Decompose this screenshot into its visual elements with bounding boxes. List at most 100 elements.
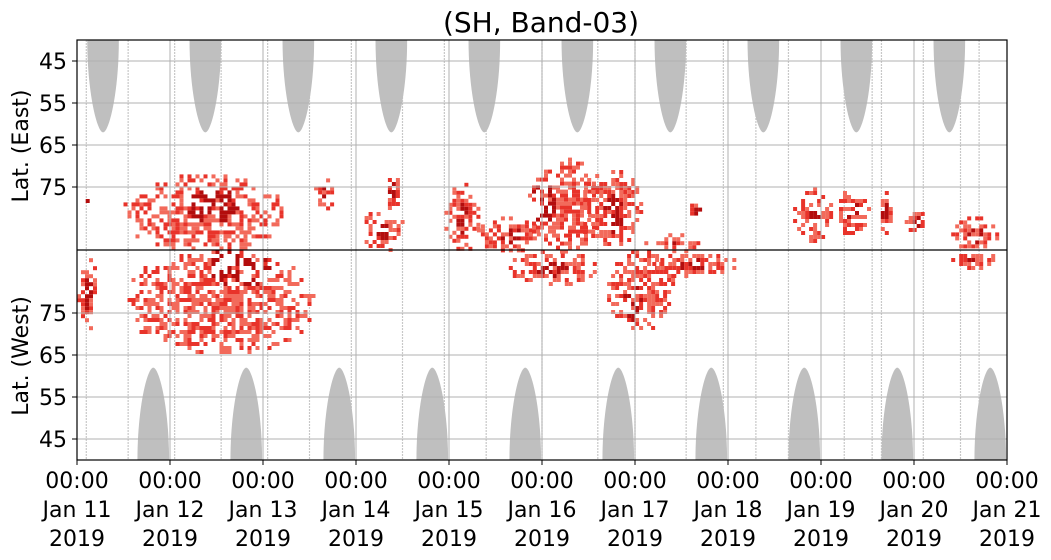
activity-cell [468,210,473,215]
activity-cell [825,207,830,211]
activity-cell [187,290,192,294]
activity-cell [476,222,481,227]
activity-cell [607,190,612,194]
activity-cell [556,197,560,202]
activity-cell [967,232,972,237]
activity-cell [175,226,180,231]
activity-cell [560,169,564,174]
activity-cell [85,286,89,291]
activity-cell [611,202,616,206]
activity-cell [171,322,176,326]
activity-cell [716,254,721,258]
activity-cell [809,235,814,239]
activity-cell [151,222,156,227]
activity-cell [528,228,533,233]
activity-cell [659,278,664,282]
activity-cell [223,234,228,239]
activity-cell [576,213,580,218]
activity-cell [243,194,248,199]
activity-cluster-7 [444,182,481,251]
activity-cell [211,326,216,330]
activity-cell [187,274,192,278]
activity-cell [318,198,323,203]
activity-cell [627,282,632,286]
activity-cell [271,206,276,211]
activity-cell [975,262,980,266]
activity-cell [251,186,256,191]
activity-cell [460,198,465,203]
activity-cell [279,306,284,310]
activity-cell [880,227,885,231]
activity-cell [255,234,260,239]
activity-cell [595,210,600,214]
activity-cell [564,197,568,202]
activity-cell [387,206,392,210]
activity-cell [603,190,608,194]
activity-cell [195,326,200,330]
activity-cell [364,216,369,220]
activity-cell [847,219,851,223]
activity-cell [843,231,847,235]
activity-cell [227,250,232,254]
activity-cell [979,262,984,266]
activity-cell [615,206,620,210]
activity-cell [971,266,976,270]
activity-cell [680,262,685,266]
activity-cell [452,190,457,195]
activity-cell [372,220,377,224]
activity-cell [235,210,240,215]
west-shadow-lobe-1 [230,367,263,460]
activity-cell [627,226,632,230]
activity-cell [231,302,236,306]
activity-cell [847,195,851,199]
activity-cell [199,230,204,235]
activity-cell [556,225,560,230]
activity-cell [247,218,252,223]
activity-cell [127,298,132,302]
activity-cell [512,244,517,249]
activity-cell [171,218,176,223]
activity-cell [159,210,164,215]
activity-cell [524,220,529,225]
activity-cell [595,218,600,222]
activity-cell [143,318,148,322]
activity-cell [476,228,481,233]
activity-cell [464,214,469,219]
activity-cell [330,202,335,207]
activity-cell [639,202,644,206]
activity-cell [191,226,196,231]
activity-cell [135,298,140,302]
activity-cell [211,250,216,254]
activity-cell [635,210,640,214]
activity-cell [211,242,216,247]
activity-cell [492,244,497,249]
activity-cell [159,326,164,330]
activity-cluster-4 [314,178,335,211]
activity-cell [259,234,264,239]
activity-cell [793,207,798,211]
activity-cell [267,234,272,239]
activity-cell [647,310,652,314]
activity-cell [580,225,584,230]
activity-cell [235,234,240,239]
activity-cell [971,228,976,233]
activity-cell [839,211,843,215]
activity-cell [207,218,212,223]
activity-cell [580,274,585,278]
activity-cell [396,232,401,236]
activity-cell [580,205,584,210]
activity-cell [536,217,540,222]
activity-cluster-5 [364,212,405,252]
activity-cell [175,310,180,314]
activity-cell [560,249,564,254]
activity-cell [199,326,204,330]
activity-cell [508,228,513,233]
activity-cell [207,282,212,286]
activity-cell [391,198,396,202]
activity-cell [568,165,572,170]
activity-cell [536,232,541,237]
activity-cell [452,186,457,191]
activity-cell [464,198,469,203]
activity-cell [187,242,192,247]
